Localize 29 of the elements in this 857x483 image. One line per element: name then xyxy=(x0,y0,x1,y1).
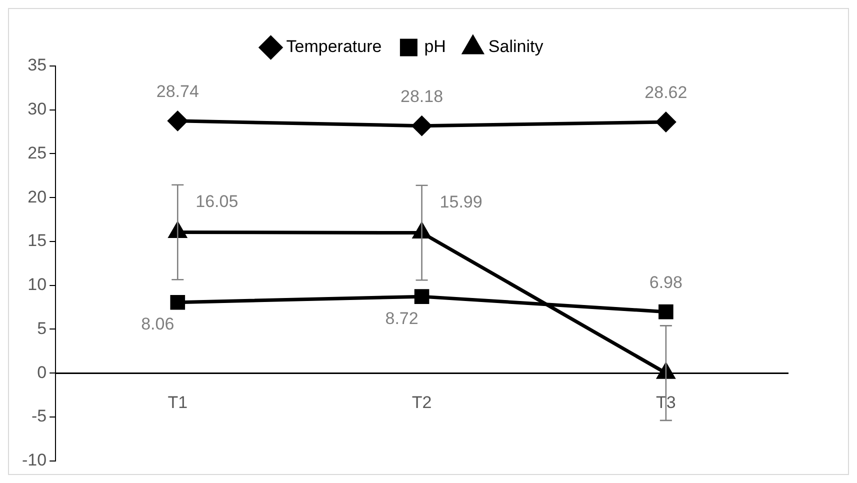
data-label: 6.98 xyxy=(649,273,682,292)
y-tick-label: 30 xyxy=(28,100,47,119)
data-label: 8.06 xyxy=(141,314,174,334)
point xyxy=(656,112,676,132)
data-label: 15.99 xyxy=(440,192,482,212)
data-label: 8.72 xyxy=(385,308,418,328)
x-tick-label: T1 xyxy=(168,392,188,412)
y-tick-label: 5 xyxy=(37,318,47,338)
x-tick-label: T2 xyxy=(412,392,432,412)
y-tick-label: 0 xyxy=(37,362,47,382)
y-tick-label: 25 xyxy=(28,143,47,162)
y-tick-label: 15 xyxy=(28,231,47,250)
point xyxy=(170,294,186,310)
legend-label: Temperature xyxy=(286,37,382,56)
y-tick-label: 35 xyxy=(28,56,47,75)
y-tick-label: 20 xyxy=(28,187,47,206)
legend-label: Salinity xyxy=(488,37,544,56)
data-label: 28.62 xyxy=(644,83,688,102)
point xyxy=(414,289,430,304)
legend-label: pH xyxy=(424,37,446,56)
y-tick-label: -10 xyxy=(22,450,47,470)
y-tick-label: -5 xyxy=(31,406,47,426)
point xyxy=(168,111,188,131)
point xyxy=(412,116,432,136)
data-label: 28.18 xyxy=(400,87,444,106)
data-label: 28.74 xyxy=(156,82,199,102)
point xyxy=(658,304,674,320)
data-label: 16.05 xyxy=(196,192,238,211)
y-tick-label: 10 xyxy=(28,275,47,294)
